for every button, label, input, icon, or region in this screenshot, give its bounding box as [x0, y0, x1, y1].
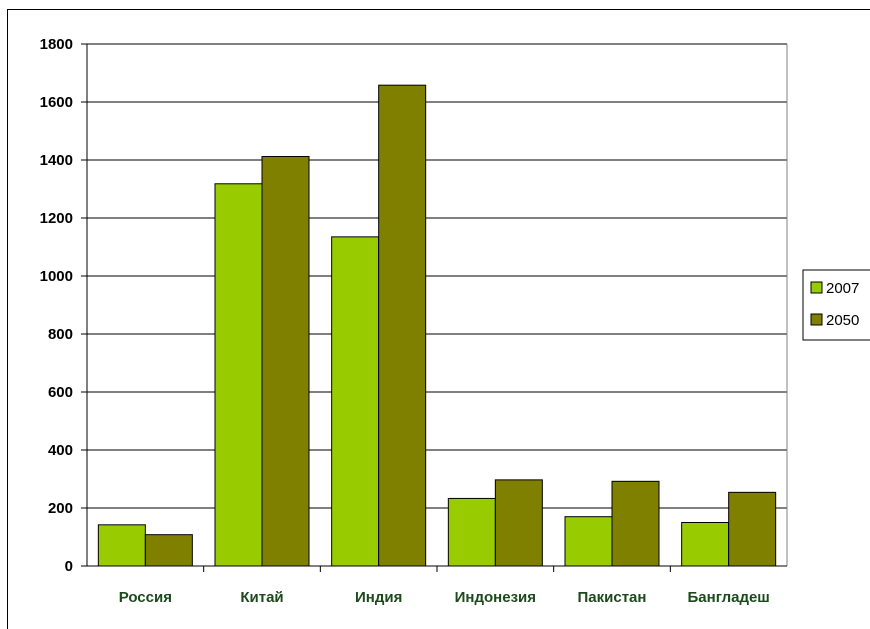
bar-2007 [331, 236, 380, 567]
bar-2007 [447, 497, 496, 567]
y-tick-label: 1600 [40, 94, 73, 111]
x-category-label: Индия [355, 589, 402, 606]
gridlines [87, 43, 787, 509]
bar-2050 [144, 534, 193, 567]
bar-2050 [611, 480, 660, 567]
legend: 2007 2050 [802, 269, 870, 341]
chart-frame [7, 9, 870, 629]
bar-2050 [378, 84, 427, 567]
y-tick-label: 1000 [40, 268, 73, 285]
y-tick-label: 800 [48, 326, 73, 343]
x-category-label: Бангладеш [688, 589, 770, 606]
y-tick-labels: 0 200 400 600 800 1000 1200 1400 1600 1800 [40, 36, 73, 575]
legend-label-2050: 2050 [826, 312, 859, 329]
bar-2007 [214, 183, 263, 567]
bar-2050 [728, 491, 777, 567]
axes [81, 43, 788, 572]
x-category-label: Россия [119, 589, 172, 606]
x-category-labels: Россия Китай Индия Индонезия Пакистан Банглад… [119, 589, 770, 606]
legend-swatch-2007 [810, 281, 823, 294]
bars [97, 84, 777, 567]
y-tick-label: 1800 [40, 36, 73, 53]
y-tick-label: 600 [48, 384, 73, 401]
x-category-label: Пакистан [578, 589, 647, 606]
bar-2007 [564, 516, 613, 567]
y-tick-label: 400 [48, 442, 73, 459]
bar-2050 [261, 156, 310, 567]
y-tick-label: 0 [65, 558, 73, 575]
bar-2007 [97, 524, 146, 567]
legend-label-2007: 2007 [826, 280, 859, 297]
y-tick-label: 200 [48, 500, 73, 517]
bar-2007 [681, 522, 730, 567]
x-category-label: Китай [240, 589, 283, 606]
y-tick-label: 1200 [40, 210, 73, 227]
x-category-label: Индонезия [455, 589, 536, 606]
bar-2050 [494, 479, 543, 567]
legend-swatch-2050 [810, 313, 823, 326]
y-tick-label: 1400 [40, 152, 73, 169]
